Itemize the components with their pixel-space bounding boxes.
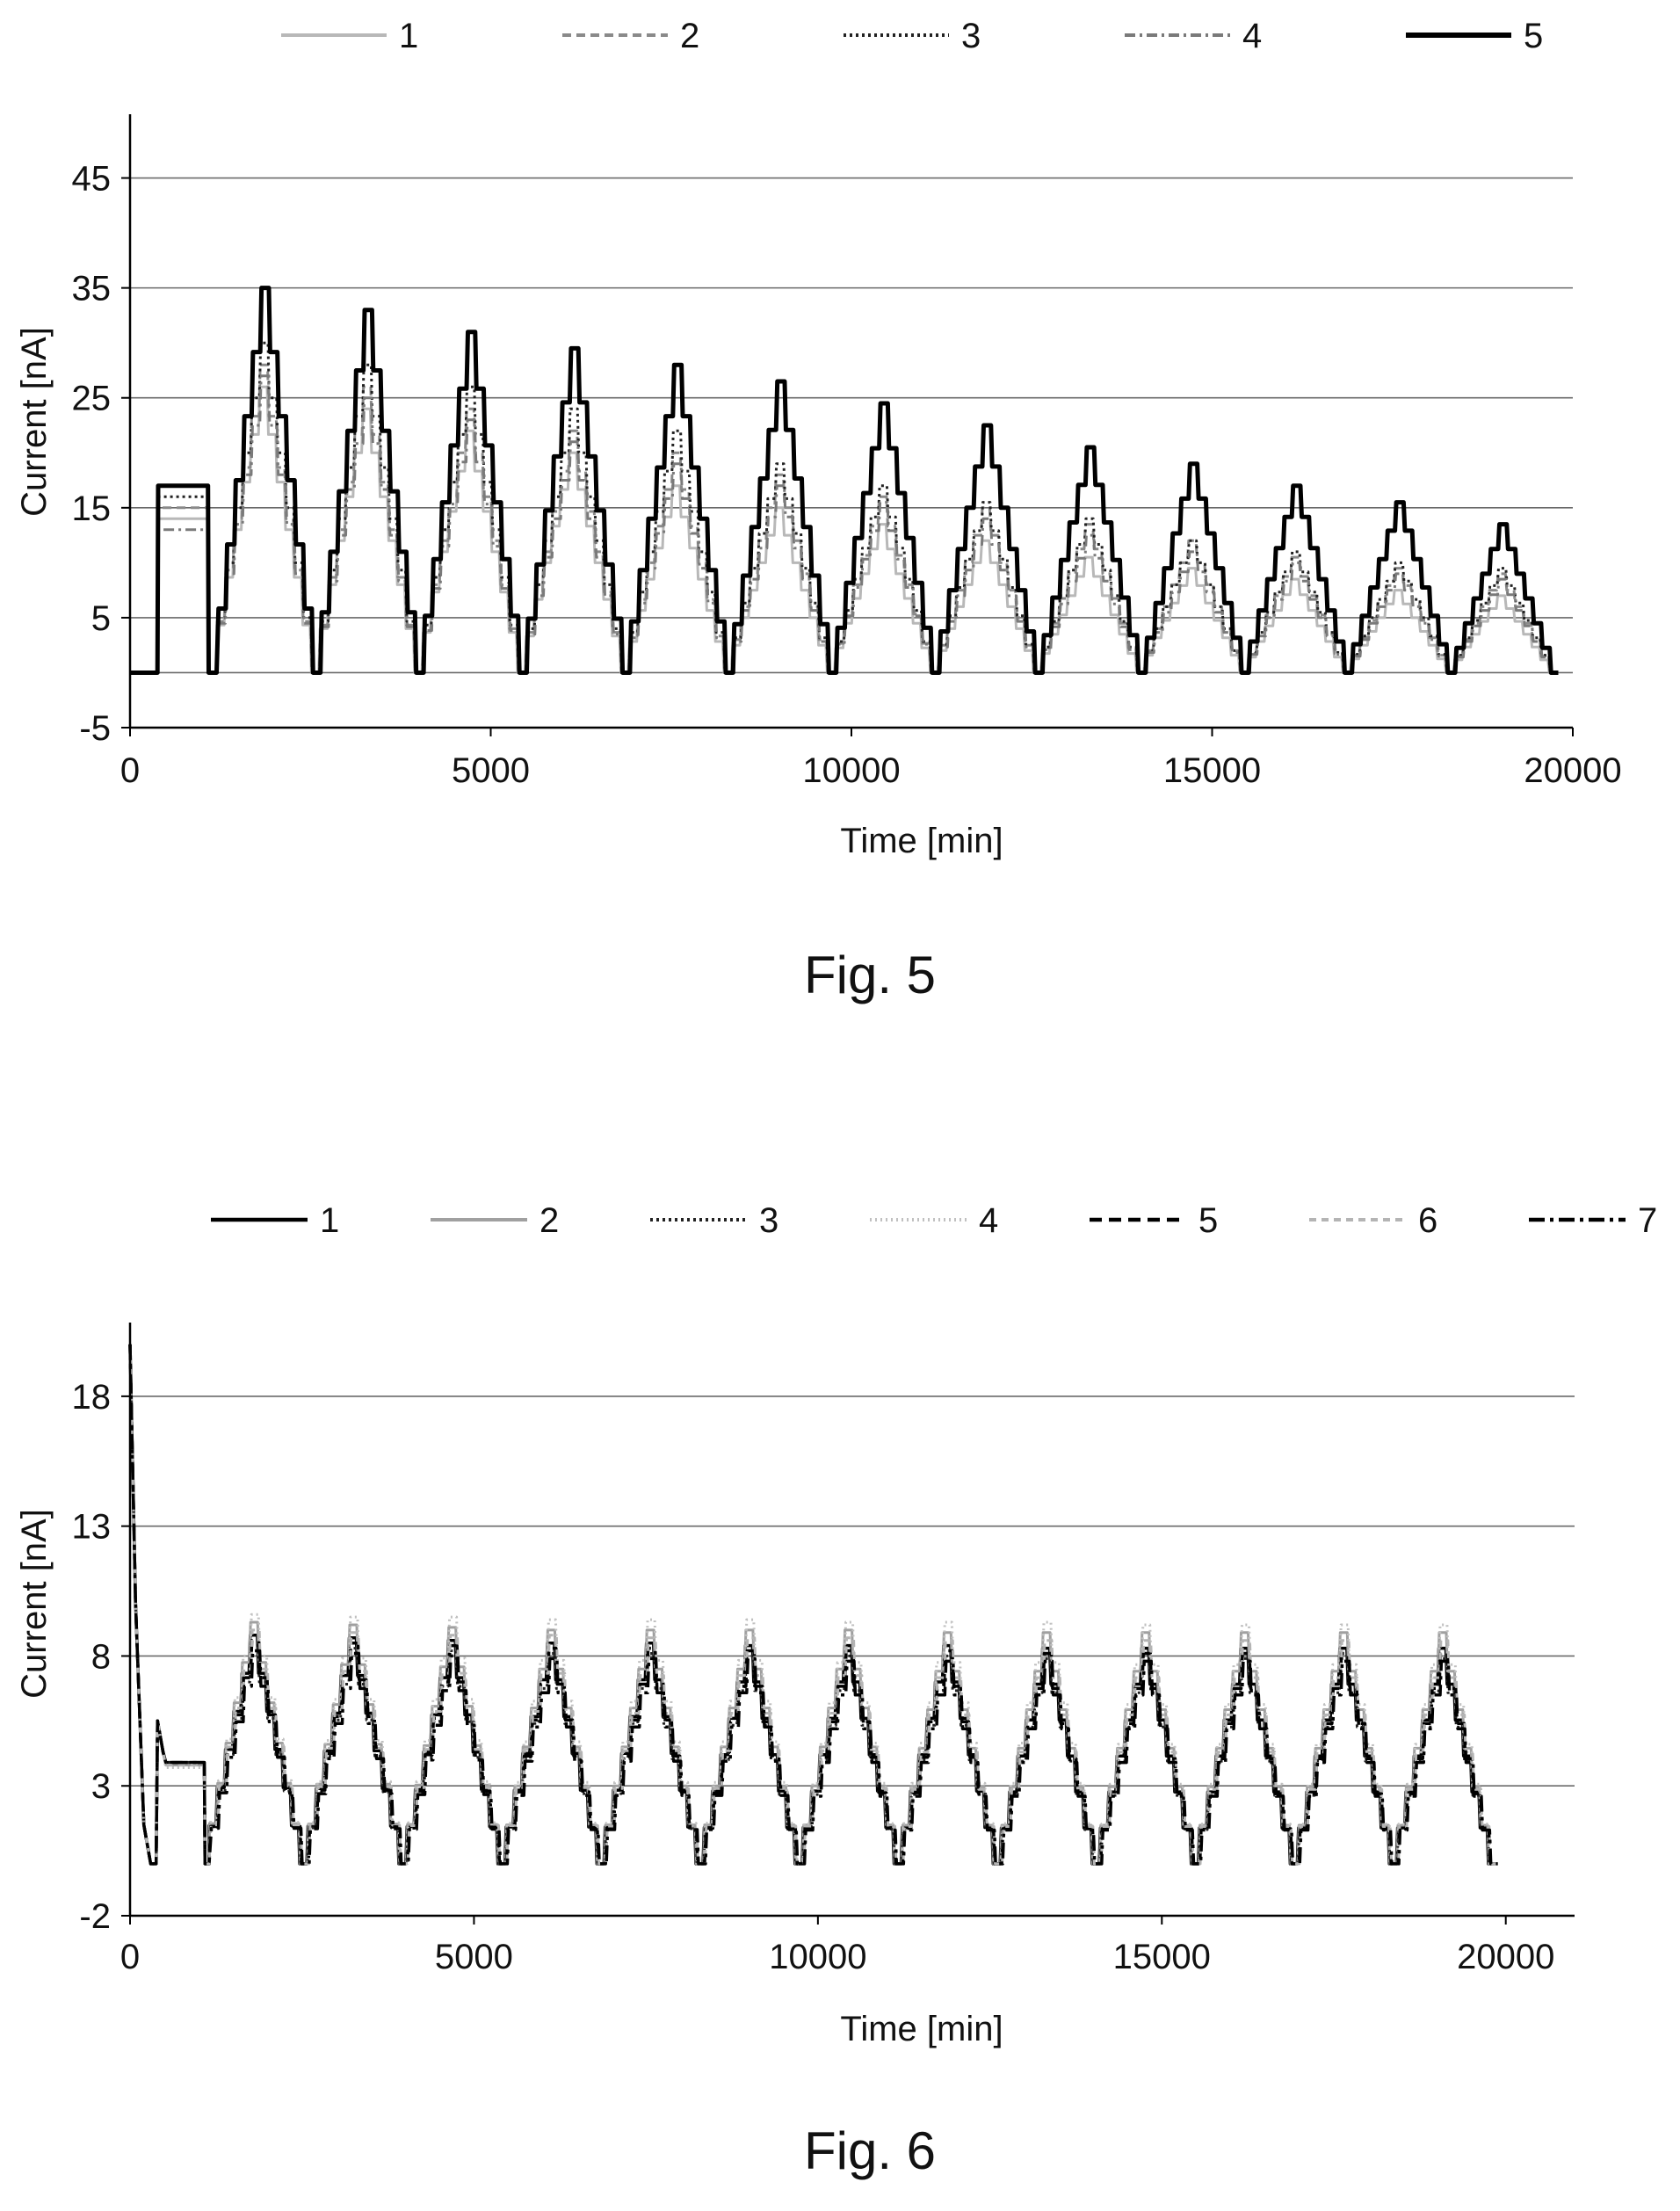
fig6-tick-labels: -2 3 8 13 18 0 5000 10000 15000 20000	[72, 1378, 1555, 1976]
fig6-series-3-line	[128, 1344, 1496, 1866]
fig6-y-tick-label: 18	[72, 1378, 112, 1417]
fig5-legend-label: 3	[961, 17, 981, 55]
fig6-axes	[121, 1323, 1575, 1925]
fig5-y-tick-label: 45	[72, 160, 112, 199]
fig6-legend-item: 4	[870, 1201, 998, 1240]
fig6-y-tick-label: 13	[72, 1508, 112, 1547]
fig6-legend-label: 2	[539, 1201, 559, 1240]
fig5-x-tick-label: 15000	[1163, 751, 1261, 790]
fig6-legend-item: 1	[211, 1201, 339, 1240]
fig5-series-3-line	[130, 341, 1558, 674]
fig5-legend-label: 5	[1524, 17, 1543, 55]
fig5-x-tick-label: 5000	[452, 751, 530, 790]
fig5-legend: 1 2 3 4 5	[281, 17, 1543, 55]
fig6-series-6-line	[128, 1344, 1498, 1866]
fig6-series-7-line	[128, 1344, 1498, 1866]
fig6-y-tick-label: -2	[79, 1897, 111, 1936]
fig6-legend-label: 5	[1198, 1201, 1218, 1240]
fig5-x-tick-label: 0	[120, 751, 140, 790]
fig5-x-tick-label: 20000	[1524, 751, 1621, 790]
fig5-axes	[121, 114, 1574, 736]
fig6-legend-item: 5	[1090, 1201, 1218, 1240]
fig6-legend-item: 2	[431, 1201, 559, 1240]
fig5-legend-item: 2	[562, 17, 699, 55]
fig6-x-tick-label: 10000	[769, 1938, 866, 1976]
fig5-x-axis-title: Time [min]	[840, 822, 1003, 860]
fig6-x-tick-label: 20000	[1457, 1938, 1554, 1976]
fig6-legend-label: 3	[759, 1201, 778, 1240]
fig6-legend: 1 2 3 4 5 6 7	[211, 1201, 1657, 1240]
fig5-y-tick-label: 25	[72, 380, 112, 418]
fig5-y-tick-label: 15	[72, 489, 112, 528]
fig6-chart: 1 2 3 4 5 6 7 -2 3 8 13 18 0 5000 10000 15000 20000 Tim…	[15, 1201, 1657, 2180]
fig6-y-tick-label: 3	[91, 1767, 111, 1806]
fig5-y-tick-label: 5	[91, 599, 111, 638]
fig6-y-axis-title: Current [nA]	[15, 1509, 54, 1699]
fig5-tick-labels: -5 5 15 25 35 45 0 5000 10000 15000 20000	[72, 160, 1622, 790]
fig5-gridlines	[130, 177, 1573, 674]
fig5-x-tick-label: 10000	[802, 751, 900, 790]
fig6-legend-item: 6	[1309, 1201, 1437, 1240]
fig5-legend-label: 1	[399, 17, 418, 55]
fig5-caption: Fig. 5	[804, 946, 936, 1004]
fig6-y-tick-label: 8	[91, 1637, 111, 1676]
fig6-series-group	[128, 1344, 1498, 1866]
fig5-y-axis-title: Current [nA]	[15, 327, 54, 517]
fig6-legend-label: 7	[1638, 1201, 1657, 1240]
fig6-legend-item: 3	[650, 1201, 778, 1240]
fig5-legend-item: 3	[844, 17, 981, 55]
fig6-x-tick-label: 0	[120, 1938, 140, 1976]
fig5-y-tick-label: 35	[72, 270, 112, 308]
fig6-x-tick-label: 5000	[435, 1938, 513, 1976]
fig5-legend-item: 5	[1406, 17, 1543, 55]
fig5-legend-label: 2	[680, 17, 699, 55]
fig6-x-tick-label: 15000	[1113, 1938, 1211, 1976]
fig6-legend-label: 4	[979, 1201, 998, 1240]
fig6-gridlines	[130, 1395, 1575, 1787]
fig6-caption: Fig. 6	[804, 2121, 936, 2180]
fig6-x-axis-title: Time [min]	[840, 2010, 1003, 2048]
fig5-legend-item: 4	[1125, 17, 1262, 55]
fig5-legend-item: 1	[281, 17, 418, 55]
fig5-series-5-line	[130, 286, 1559, 675]
fig6-legend-label: 6	[1418, 1201, 1437, 1240]
fig6-legend-item: 7	[1529, 1201, 1657, 1240]
fig6-legend-label: 1	[320, 1201, 339, 1240]
fig5-legend-label: 4	[1242, 17, 1262, 55]
fig5-series-group	[130, 286, 1559, 675]
fig5-y-tick-label: -5	[79, 709, 111, 748]
